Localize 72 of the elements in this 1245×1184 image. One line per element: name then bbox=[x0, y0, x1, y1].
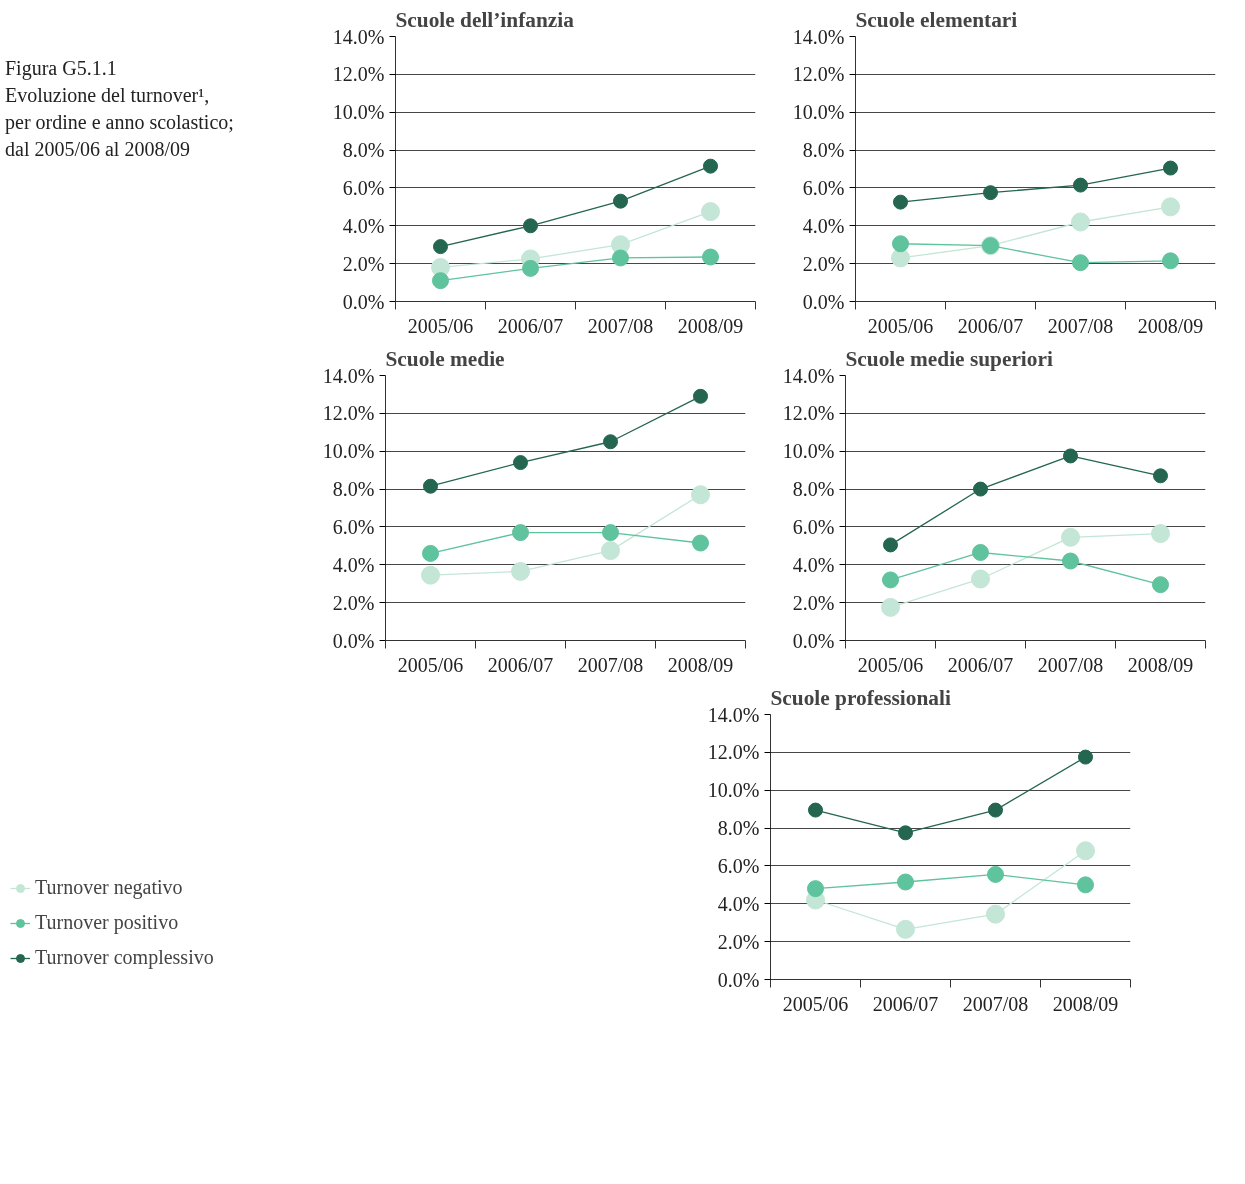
x-tick-label: 2007/08 bbox=[1047, 314, 1114, 337]
x-tick-label: 2006/07 bbox=[487, 653, 554, 676]
legend-label: Turnover complessivo bbox=[35, 946, 214, 969]
y-tick-label: 8.0% bbox=[717, 817, 760, 840]
x-tick-label: 2005/06 bbox=[867, 314, 934, 337]
y-tick-label: 14.0% bbox=[792, 25, 845, 48]
y-tick-label: 2.0% bbox=[802, 252, 845, 275]
chart-title: Scuole medie bbox=[385, 346, 505, 371]
x-tick-label: 2008/09 bbox=[1052, 992, 1119, 1015]
chart-title: Scuole medie superiori bbox=[845, 346, 1053, 371]
y-tick-label: 2.0% bbox=[332, 591, 375, 614]
legend-label: Turnover negativo bbox=[35, 876, 183, 899]
y-tick-label: 14.0% bbox=[707, 703, 760, 726]
x-tick-label: 2005/06 bbox=[407, 314, 474, 337]
y-tick-label: 12.0% bbox=[782, 402, 835, 425]
chart-title: Scuole professionali bbox=[770, 685, 951, 710]
y-tick-label: 4.0% bbox=[332, 553, 375, 576]
x-tick-label: 2007/08 bbox=[1037, 653, 1104, 676]
y-tick-label: 0.0% bbox=[792, 629, 835, 652]
y-tick-label: 12.0% bbox=[792, 63, 845, 86]
y-tick-label: 6.0% bbox=[332, 515, 375, 538]
y-tick-label: 8.0% bbox=[802, 139, 845, 162]
text: per ordine e anno scolastico; bbox=[5, 111, 234, 133]
y-tick-label: 2.0% bbox=[717, 930, 760, 953]
y-tick-label: 14.0% bbox=[782, 364, 835, 387]
y-tick-label: 6.0% bbox=[792, 515, 835, 538]
x-tick-label: 2006/07 bbox=[957, 314, 1024, 337]
text: Figura G5.1.1 bbox=[5, 57, 117, 79]
y-tick-label: 4.0% bbox=[717, 892, 760, 915]
y-tick-label: 10.0% bbox=[332, 101, 385, 124]
y-tick-label: 2.0% bbox=[342, 252, 385, 275]
y-tick-label: 8.0% bbox=[342, 139, 385, 162]
y-tick-label: 6.0% bbox=[717, 854, 760, 877]
y-tick-label: 4.0% bbox=[342, 214, 385, 237]
chart-title: Scuole dell’infanzia bbox=[395, 7, 575, 32]
chart-title: Scuole elementari bbox=[855, 7, 1018, 32]
x-tick-label: 2005/06 bbox=[397, 653, 464, 676]
y-tick-label: 4.0% bbox=[792, 553, 835, 576]
y-tick-label: 10.0% bbox=[707, 779, 760, 802]
y-tick-label: 12.0% bbox=[322, 402, 375, 425]
y-tick-label: 0.0% bbox=[802, 290, 845, 313]
text: dal 2005/06 al 2008/09 bbox=[5, 138, 190, 160]
x-tick-label: 2005/06 bbox=[782, 992, 849, 1015]
y-tick-label: 0.0% bbox=[332, 629, 375, 652]
y-tick-label: 2.0% bbox=[792, 591, 835, 614]
y-tick-label: 12.0% bbox=[707, 741, 760, 764]
y-tick-label: 10.0% bbox=[792, 101, 845, 124]
x-tick-label: 2007/08 bbox=[587, 314, 654, 337]
x-tick-label: 2006/07 bbox=[872, 992, 939, 1015]
y-tick-label: 14.0% bbox=[332, 25, 385, 48]
legend-label: Turnover positivo bbox=[35, 911, 179, 934]
x-tick-label: 2008/09 bbox=[1137, 314, 1204, 337]
y-tick-label: 10.0% bbox=[782, 440, 835, 463]
text: Evoluzione del turnover¹, bbox=[5, 84, 210, 106]
x-tick-label: 2006/07 bbox=[497, 314, 564, 337]
x-tick-label: 2008/09 bbox=[667, 653, 734, 676]
y-tick-label: 0.0% bbox=[342, 290, 385, 313]
x-tick-label: 2007/08 bbox=[577, 653, 644, 676]
y-tick-label: 0.0% bbox=[717, 968, 760, 991]
y-tick-label: 10.0% bbox=[322, 440, 375, 463]
x-tick-label: 2008/09 bbox=[677, 314, 744, 337]
y-tick-label: 14.0% bbox=[322, 364, 375, 387]
x-tick-label: 2005/06 bbox=[857, 653, 924, 676]
y-tick-label: 6.0% bbox=[342, 176, 385, 199]
y-tick-label: 6.0% bbox=[802, 176, 845, 199]
y-tick-label: 4.0% bbox=[802, 214, 845, 237]
x-tick-label: 2007/08 bbox=[962, 992, 1029, 1015]
x-tick-label: 2008/09 bbox=[1127, 653, 1194, 676]
y-tick-label: 8.0% bbox=[332, 478, 375, 501]
y-tick-label: 12.0% bbox=[332, 63, 385, 86]
y-tick-label: 8.0% bbox=[792, 478, 835, 501]
x-tick-label: 2006/07 bbox=[947, 653, 1014, 676]
